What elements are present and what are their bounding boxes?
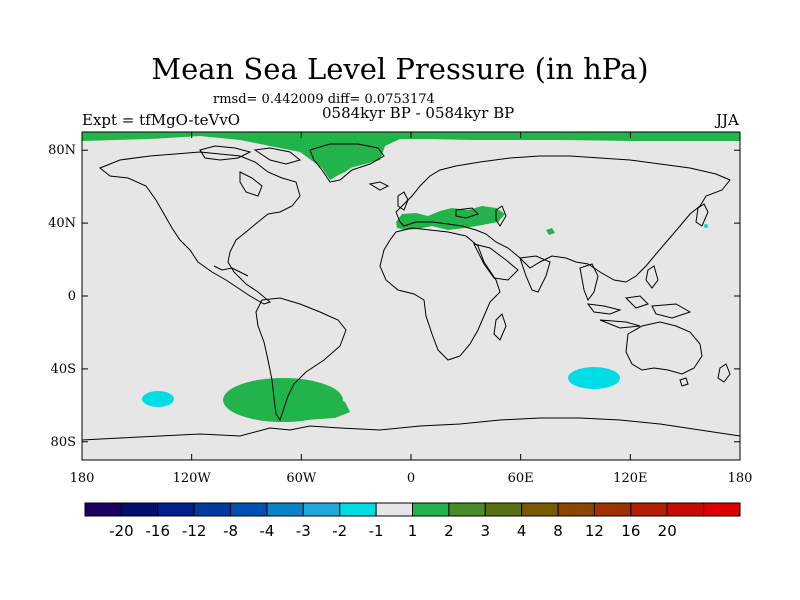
- lat-label: 40S: [51, 362, 76, 377]
- stats-subtitle: rmsd= 0.442009 diff= 0.0753174: [213, 92, 435, 107]
- colorbar-label: -20: [109, 522, 134, 540]
- colorbar-label: -12: [182, 522, 207, 540]
- colorbar-label: 20: [658, 522, 677, 540]
- lon-label: 120W: [173, 471, 212, 486]
- arctic-islands: [199, 145, 302, 165]
- uk: [397, 191, 409, 211]
- india: [519, 255, 551, 293]
- greenland-positive-region: [322, 145, 360, 178]
- lat-label: 40N: [48, 216, 76, 231]
- indian-ocean-negative-region: [568, 367, 620, 389]
- colorbar-swatch: [630, 502, 668, 517]
- colorbar-label: -4: [259, 522, 274, 540]
- eurasia-coast: [395, 155, 731, 283]
- colorbar-swatch: [339, 502, 377, 517]
- colorbar-swatch: [120, 502, 159, 517]
- mediterranean-positive-region: [396, 206, 505, 230]
- lon-label: 180: [728, 471, 753, 486]
- colorbar-label: -8: [223, 522, 238, 540]
- longitude-axis: 180 120W 60W 0 60E 120E 180: [70, 132, 753, 486]
- philippines: [645, 265, 659, 289]
- antarctica-coast: [81, 417, 741, 441]
- lat-label: 80S: [51, 435, 76, 450]
- australia-coast: [625, 321, 703, 375]
- colorbar-label: -3: [296, 522, 311, 540]
- experiment-label: Expt = tfMgO-teVvO: [82, 111, 241, 129]
- colorbar-label: 8: [553, 522, 563, 540]
- new-zealand: [717, 363, 731, 383]
- north-pacific-negative-spot: [704, 224, 708, 228]
- colorbar-label: 2: [444, 522, 454, 540]
- caspian-sea: [495, 205, 507, 227]
- colorbar-swatch: [230, 502, 268, 517]
- colorbar-swatch: [448, 502, 486, 517]
- tasmania: [679, 377, 689, 387]
- colorbar-label: 1: [408, 522, 418, 540]
- latitude-axis: 80N 40N 0 40S 80S: [48, 143, 740, 450]
- colorbar-swatch: [703, 502, 741, 517]
- colorbar-swatch: [412, 502, 450, 517]
- colorbar: -20 -16 -12 -8 -4 -3 -2 -1 1 2 3 4 8 12 16 20: [84, 502, 741, 540]
- iceland: [368, 181, 390, 191]
- greenland-coast: [309, 143, 385, 183]
- southeast-asia: [579, 263, 599, 302]
- anomaly-layer: [82, 132, 740, 422]
- colorbar-swatch: [193, 502, 232, 517]
- lat-label: 0: [68, 289, 76, 304]
- colorbar-label: 12: [585, 522, 604, 540]
- madagascar: [493, 313, 507, 341]
- map-title: Mean Sea Level Pressure (in hPa): [151, 52, 649, 86]
- colorbar-swatch: [157, 502, 195, 517]
- south-atlantic-positive-region: [290, 386, 350, 420]
- indonesia: [586, 295, 692, 329]
- africa-coast: [379, 227, 501, 361]
- arctic-positive-region: [82, 132, 740, 180]
- pacific-negative-region: [142, 391, 174, 407]
- colorbar-swatch: [521, 502, 559, 517]
- colorbar-label: 3: [481, 522, 491, 540]
- colorbar-label: 4: [517, 522, 527, 540]
- colorbar-swatch: [557, 502, 595, 517]
- south-america-coast: [255, 297, 347, 422]
- colorbar-swatch: [302, 502, 341, 517]
- arabia: [473, 243, 519, 281]
- period-subtitle: 0584kyr BP - 0584kyr BP: [322, 104, 515, 122]
- colorbar-swatch: [84, 502, 122, 517]
- colorbar-label: 16: [621, 522, 640, 540]
- map-background: [82, 132, 740, 460]
- black-sea: [455, 207, 479, 219]
- coastlines: [81, 143, 741, 441]
- colorbar-label: -16: [146, 522, 171, 540]
- lat-label: 80N: [48, 143, 76, 158]
- colorbar-swatch: [593, 502, 632, 517]
- colorbar-swatch: [375, 502, 414, 517]
- colorbar-swatch: [484, 502, 523, 517]
- colorbar-swatch: [266, 502, 304, 517]
- asia-positive-spot: [546, 228, 555, 235]
- lon-label: 120E: [613, 471, 647, 486]
- lon-label: 180: [70, 471, 95, 486]
- lon-label: 60E: [508, 471, 534, 486]
- gulf-coast: [213, 265, 249, 277]
- japan: [695, 203, 709, 227]
- season-label: JJA: [716, 111, 739, 129]
- hudson-bay: [239, 171, 263, 197]
- colorbar-swatch: [666, 502, 705, 517]
- colorbar-label: -1: [369, 522, 384, 540]
- lon-label: 0: [407, 471, 415, 486]
- colorbar-label: -2: [332, 522, 347, 540]
- lon-label: 60W: [286, 471, 317, 486]
- north-america-coast: [99, 151, 301, 305]
